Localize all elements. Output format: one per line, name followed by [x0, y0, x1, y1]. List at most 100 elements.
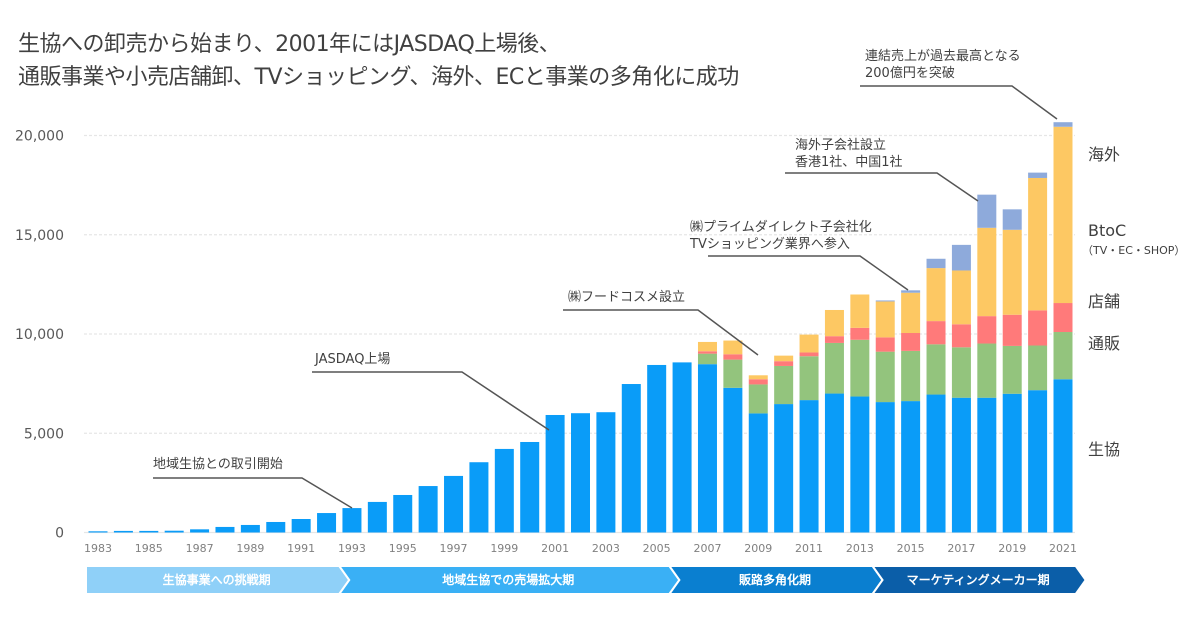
annotation-text: TVショッピング業界へ参入 [689, 236, 850, 252]
x-tick-label: 2019 [998, 542, 1026, 555]
bars [88, 122, 1073, 533]
bar-stack-2013 [850, 294, 870, 533]
x-tick-label: 2005 [643, 542, 671, 555]
y-axis: 0 5,000 10,000 15,000 20,000 [15, 129, 64, 542]
bar-coop [367, 501, 387, 533]
bar-store [875, 337, 895, 352]
bar-stack-2014 [875, 300, 895, 533]
bar-stack-2012 [824, 309, 844, 533]
bar-store [697, 351, 717, 354]
phase-banner: 生協事業への挑戦期 地域生協での売場拡大期 販路多角化期 マーケティングメーカー期 [85, 565, 1087, 595]
title-line-1: 生協への卸売から始まり、2001年にはJASDAQ上場後、 [18, 32, 561, 57]
x-tick-label: 1997 [440, 542, 468, 555]
bar-stack-1996 [418, 486, 438, 533]
series-label-mailorder: 通販 [1088, 334, 1120, 353]
bar-mailorder [748, 384, 768, 414]
bar-stack-2020 [1028, 172, 1048, 533]
annotation-text: 200億円を突破 [865, 65, 955, 81]
bar-btoc [951, 270, 971, 325]
x-tick-label: 2021 [1049, 542, 1077, 555]
phase-chevron [870, 565, 1087, 595]
annotation-leader-line [312, 371, 550, 431]
bar-btoc [723, 340, 743, 355]
bar-mailorder [875, 351, 895, 403]
bar-btoc [1028, 177, 1048, 311]
x-tick-label: 1999 [490, 542, 518, 555]
bar-stack-1997 [444, 475, 464, 533]
bar-coop [418, 486, 438, 533]
bar-coop [164, 530, 184, 533]
bar-stack-1983 [88, 531, 108, 533]
bar-store [824, 336, 844, 343]
x-tick-label: 1983 [84, 542, 112, 555]
y-tick-label: 5,000 [24, 426, 64, 442]
bar-stack-1990 [266, 521, 286, 533]
bar-stack-1987 [190, 529, 210, 533]
bar-coop [545, 414, 565, 533]
x-tick-label: 2009 [744, 542, 772, 555]
bar-stack-1986 [164, 530, 184, 533]
bar-coop [774, 404, 794, 533]
bar-store [1002, 314, 1022, 346]
bar-coop [875, 402, 895, 533]
bar-coop [88, 531, 108, 533]
bar-store [1053, 303, 1073, 333]
bar-coop [291, 519, 311, 533]
bar-stack-2008 [723, 340, 743, 533]
bar-stack-2004 [621, 384, 641, 533]
x-tick-label: 1989 [236, 542, 264, 555]
bar-coop [571, 413, 590, 533]
bar-coop [139, 530, 159, 533]
bar-mailorder [774, 365, 794, 405]
x-tick-label: 2007 [693, 542, 721, 555]
bar-mailorder [1002, 345, 1022, 394]
bar-stack-2015 [901, 290, 921, 533]
bar-stack-2016 [926, 258, 946, 533]
annotation-text: ㈱フードコスメ設立 [568, 289, 685, 305]
bar-coop [672, 362, 692, 533]
bar-store [926, 321, 946, 345]
x-tick-label: 2015 [897, 542, 925, 555]
bar-btoc [850, 294, 870, 328]
x-tick-label: 1991 [287, 542, 315, 555]
bar-btoc [824, 309, 844, 337]
title-line-2: 通販事業や小売店舗卸、TVショッピング、海外、ECと事業の多角化に成功 [18, 65, 739, 90]
series-label-overseas: 海外 [1088, 145, 1120, 164]
bar-overseas [875, 300, 895, 302]
bar-coop [266, 521, 286, 533]
bar-mailorder [799, 356, 819, 401]
y-tick-label: 15,000 [15, 228, 64, 244]
annotation-leader-line [153, 477, 353, 509]
x-tick-label: 2017 [947, 542, 975, 555]
bar-mailorder [697, 353, 717, 365]
x-tick-label: 1987 [186, 542, 214, 555]
bar-coop [850, 396, 870, 533]
bar-stack-1994 [367, 501, 387, 533]
bar-mailorder [901, 350, 921, 402]
bar-stack-1993 [342, 508, 362, 533]
bar-coop [444, 475, 464, 533]
bar-stack-2002 [571, 413, 590, 533]
bar-stack-2010 [774, 355, 794, 533]
bar-stack-2000 [520, 441, 540, 533]
bar-coop [697, 364, 717, 533]
bar-coop [240, 524, 260, 533]
bar-store [774, 361, 794, 366]
bar-store [951, 324, 971, 348]
bar-stack-2018 [977, 194, 997, 533]
series-label-btoc: BtoC [1088, 221, 1126, 240]
bar-mailorder [1053, 332, 1073, 380]
phase-label: マーケティングメーカー期 [907, 572, 1050, 587]
series-label-store: 店舗 [1088, 292, 1120, 311]
bar-coop [977, 397, 997, 533]
bar-mailorder [824, 342, 844, 394]
bar-btoc [799, 334, 819, 353]
annotation: JASDAQ上場 [312, 352, 550, 431]
annotation: ㈱フードコスメ設立 [563, 289, 759, 356]
x-tick-label: 2013 [846, 542, 874, 555]
annotations: 地域生協との取引開始JASDAQ上場㈱フードコスメ設立㈱プライムダイレクト子会社… [153, 48, 1058, 509]
bar-coop [317, 513, 337, 533]
bar-stack-2005 [647, 364, 667, 533]
bar-btoc [774, 355, 794, 362]
